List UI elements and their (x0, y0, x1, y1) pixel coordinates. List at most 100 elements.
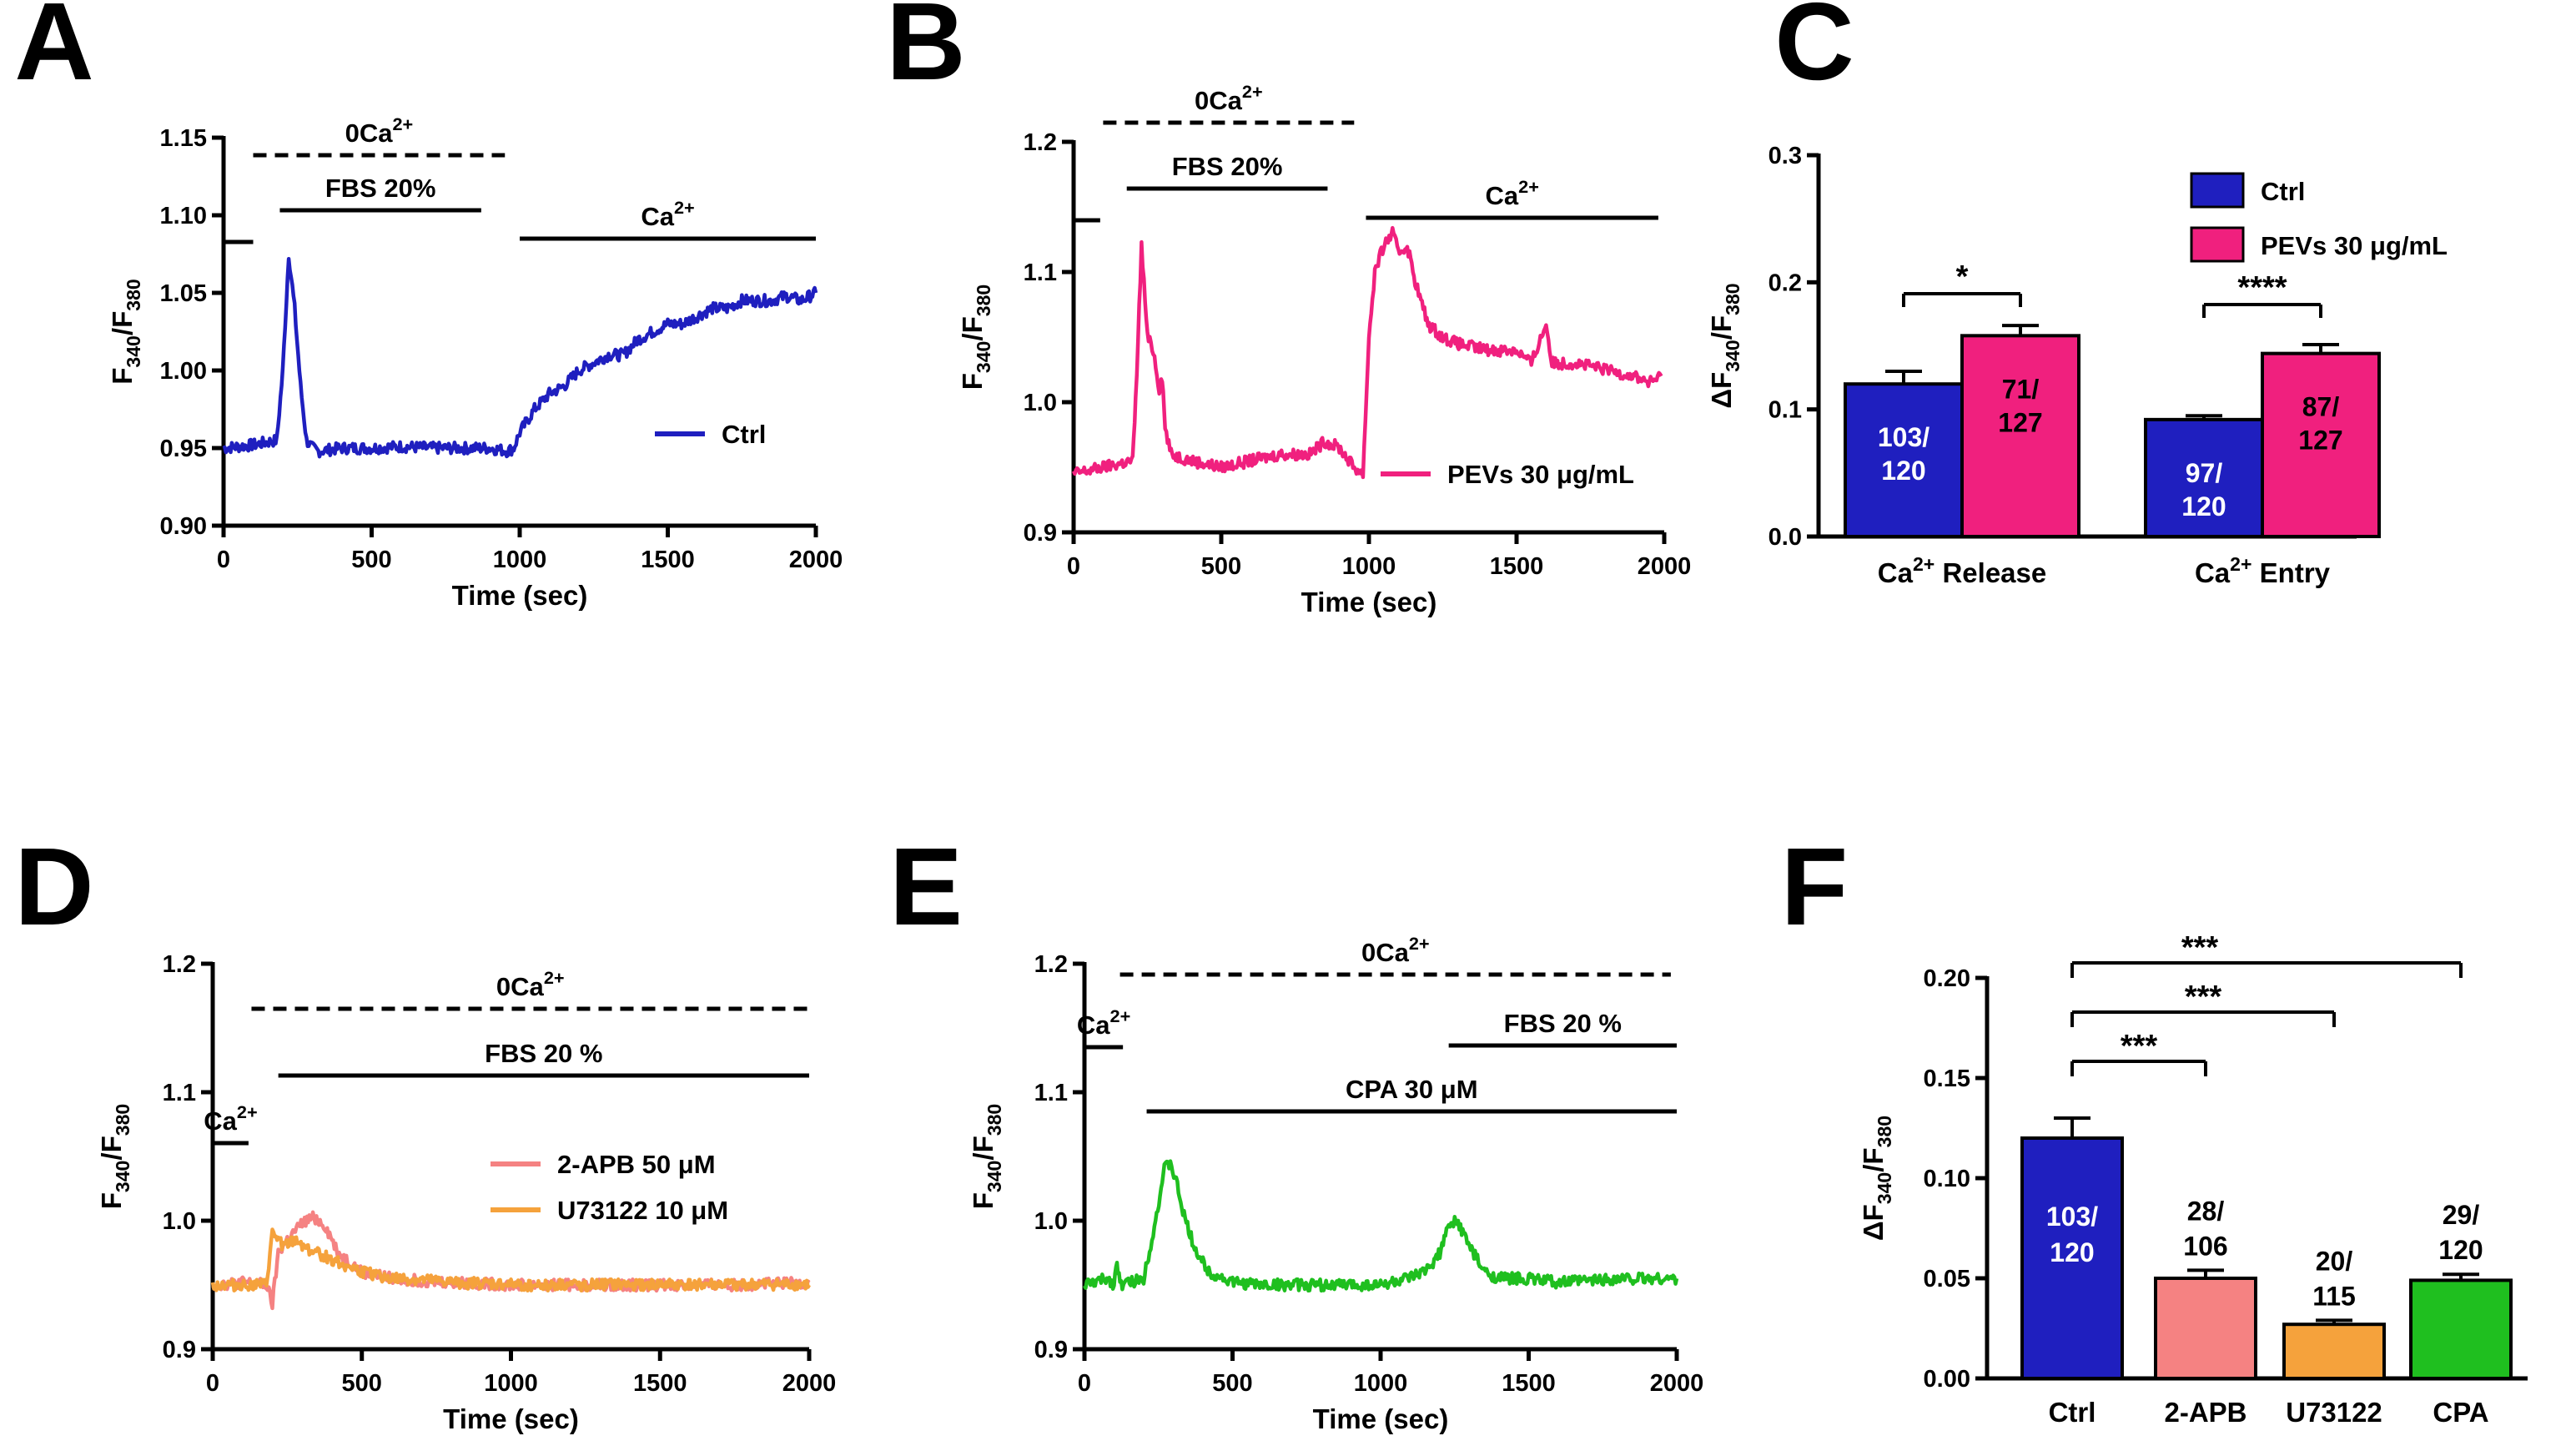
y-axis-label: ΔF340/F380 (1858, 1116, 1895, 1241)
label-segment: 0 (1361, 938, 1376, 967)
label-segment: 2+ (674, 197, 695, 218)
label-segment: 380 (984, 1104, 1005, 1136)
label-segment: 2+ (1409, 933, 1430, 954)
bar-count-label: 103/ (1878, 422, 1929, 452)
x-tick-label: 500 (1201, 553, 1241, 580)
y-tick-label: 1.10 (160, 203, 207, 229)
x-tick-label: 2000 (782, 1370, 837, 1397)
bar-count-label: 120 (2438, 1235, 2483, 1265)
bar-count-label: 97/ (2186, 458, 2223, 488)
x-tick-label: 1000 (484, 1370, 538, 1397)
label-segment: 2+ (544, 967, 565, 988)
label-segment: 2+ (237, 1101, 258, 1122)
y-tick-label: 1.2 (1034, 951, 1068, 978)
y-tick-label: 1.0 (1034, 1208, 1068, 1235)
label-segment: / (1858, 1165, 1889, 1172)
label-segment: F (1706, 372, 1737, 389)
bar-count-label: 120 (2181, 491, 2226, 521)
label-segment: Release (1935, 557, 2046, 588)
series-line (211, 1210, 811, 1311)
y-axis-label: F340/F380 (957, 285, 994, 390)
label-segment: / (1706, 332, 1737, 340)
x-tick-label: 0 (217, 547, 230, 573)
y-tick-label: 1.2 (1024, 129, 1057, 156)
label-segment: 0 (496, 972, 511, 1001)
x-category-label: Ca2+ Entry (2195, 553, 2331, 588)
y-tick-label: 0.0 (1768, 524, 1802, 551)
bar (1844, 382, 1964, 539)
x-category-label: CPA (2433, 1397, 2488, 1428)
bar (2282, 1323, 2386, 1380)
panel-letter-E: E (889, 825, 963, 948)
bar-count-label: 115 (2312, 1281, 2356, 1311)
label-segment: Ca (1209, 86, 1242, 115)
y-tick-label: 0.10 (1924, 1166, 1970, 1192)
label-segment: Ca (1486, 181, 1519, 210)
bar-count-label: 127 (2298, 426, 2342, 456)
label-segment: F (96, 1136, 127, 1152)
label-segment: 2+ (1242, 81, 1263, 102)
chart-panel-A: A 0.90 0.95 1.00 1.05 1.10 1.15 0 500 1000 1500 200… (14, 0, 843, 611)
x-tick-label: 500 (1212, 1370, 1252, 1397)
y-tick-label: 0.2 (1768, 270, 1802, 296)
annotation-label: 0Ca2+ (345, 113, 414, 148)
label-segment: 2+ (1518, 176, 1539, 197)
panel-letter-F: F (1781, 825, 1849, 948)
annotation-label: 0Ca2+ (496, 967, 565, 1001)
legend-label: U73122 10 μM (557, 1196, 728, 1225)
significance-label: **** (2237, 270, 2287, 305)
label-segment: Ca (1878, 557, 1914, 588)
label-segment: F (96, 1192, 127, 1209)
legend-label: PEVs 30 μg/mL (2261, 231, 2448, 260)
x-tick-label: 1500 (633, 1370, 687, 1397)
x-tick-label: 2000 (1650, 1370, 1704, 1397)
label-segment: 2+ (1110, 1005, 1131, 1026)
label-segment: Ca (511, 972, 544, 1001)
y-tick-label: 1.05 (160, 280, 207, 307)
y-tick-label: 1.2 (163, 951, 196, 978)
chart-panel-B: B 0.9 1.0 1.1 1.2 0 500 1000 1500 2000 Time (sec) F… (886, 0, 1691, 617)
x-axis-label: Time (sec) (1301, 587, 1437, 617)
x-tick-label: 0 (1067, 553, 1080, 580)
label-segment: F (107, 311, 138, 328)
x-tick-label: 0 (1078, 1370, 1091, 1397)
y-tick-label: 1.1 (1034, 1080, 1068, 1106)
y-tick-label: 0.9 (163, 1337, 196, 1363)
label-segment: F (968, 1192, 999, 1209)
x-tick-label: 500 (342, 1370, 382, 1397)
x-axis-label: Time (sec) (452, 580, 588, 611)
label-segment: FBS 20 % (485, 1039, 602, 1068)
series-line (210, 1227, 811, 1293)
panel-letter-C: C (1774, 0, 1854, 103)
bar (1960, 334, 2080, 538)
bar-count-label: 87/ (2302, 392, 2340, 422)
label-segment: CPA 30 μM (1346, 1075, 1478, 1104)
y-axis-label: F340/F380 (96, 1104, 133, 1210)
label-segment: F (957, 373, 988, 390)
x-tick-label: 500 (351, 547, 391, 573)
label-segment: 380 (1722, 283, 1743, 315)
label-segment: Entry (2252, 557, 2331, 588)
x-tick-label: 1000 (1354, 1370, 1408, 1397)
series-line (222, 256, 818, 459)
annotation-label: Ca2+ (1077, 1005, 1130, 1040)
series-line (1071, 225, 1663, 480)
annotation-label: 0Ca2+ (1361, 933, 1430, 967)
label-segment: Δ (1858, 1221, 1889, 1241)
y-tick-label: 0.1 (1768, 397, 1802, 424)
x-axis-label: Time (sec) (443, 1403, 579, 1434)
x-tick-label: 2000 (1638, 553, 1692, 580)
annotation-label: FBS 20% (1172, 152, 1283, 181)
label-segment: 0 (1195, 86, 1209, 115)
label-segment: Ca (1077, 1010, 1110, 1040)
y-tick-label: 1.1 (163, 1080, 196, 1106)
x-tick-label: 2000 (789, 547, 843, 573)
label-segment: Ca (204, 1106, 237, 1136)
x-axis-label: Time (sec) (1313, 1403, 1449, 1434)
label-segment: F (107, 368, 138, 385)
legend-label: Ctrl (2261, 177, 2305, 206)
panel-letter-D: D (14, 825, 93, 948)
label-segment: 380 (973, 285, 994, 317)
